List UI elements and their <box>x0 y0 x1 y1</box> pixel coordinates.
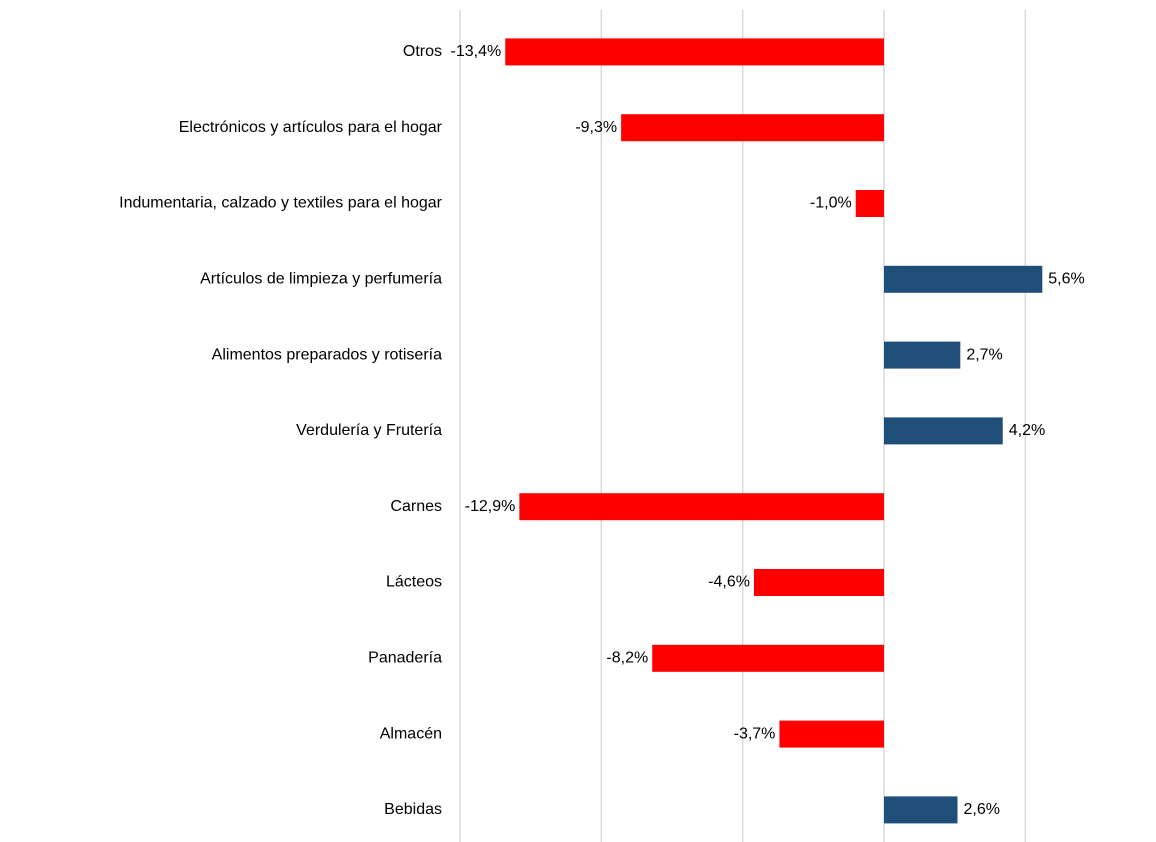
value-label: 5,6% <box>1048 271 1084 288</box>
bar <box>884 265 1043 293</box>
bar <box>884 796 958 824</box>
value-label: -4,6% <box>708 574 750 591</box>
category-label: Almacén <box>380 725 442 742</box>
category-label: Otros <box>403 43 442 60</box>
category-label: Bebidas <box>384 801 442 818</box>
value-label: -13,4% <box>451 43 502 60</box>
category-label: Alimentos preparados y rotisería <box>212 346 442 363</box>
value-label: 2,7% <box>966 346 1002 363</box>
category-label: Carnes <box>390 498 442 515</box>
category-label: Electrónicos y artículos para el hogar <box>179 119 443 136</box>
value-label: -8,2% <box>606 650 648 667</box>
bar <box>779 720 884 748</box>
category-label: Artículos de limpieza y perfumería <box>200 271 442 288</box>
value-label: -9,3% <box>575 119 617 136</box>
value-label: -12,9% <box>465 498 516 515</box>
category-label: Indumentaria, calzado y textiles para el… <box>119 195 443 212</box>
value-label: -3,7% <box>734 725 776 742</box>
bar <box>855 190 884 217</box>
value-label: 4,2% <box>1009 422 1045 439</box>
category-label: Lácteos <box>386 574 442 591</box>
category-label: Verdulería y Frutería <box>296 422 442 439</box>
bar <box>884 417 1003 445</box>
bar <box>652 644 884 672</box>
category-label: Panadería <box>368 650 442 667</box>
bar <box>884 341 961 369</box>
value-label: -1,0% <box>810 195 852 212</box>
bar <box>621 114 884 142</box>
bar <box>519 493 884 521</box>
bar <box>505 38 884 66</box>
value-label: 2,6% <box>963 801 999 818</box>
bar <box>753 569 884 596</box>
